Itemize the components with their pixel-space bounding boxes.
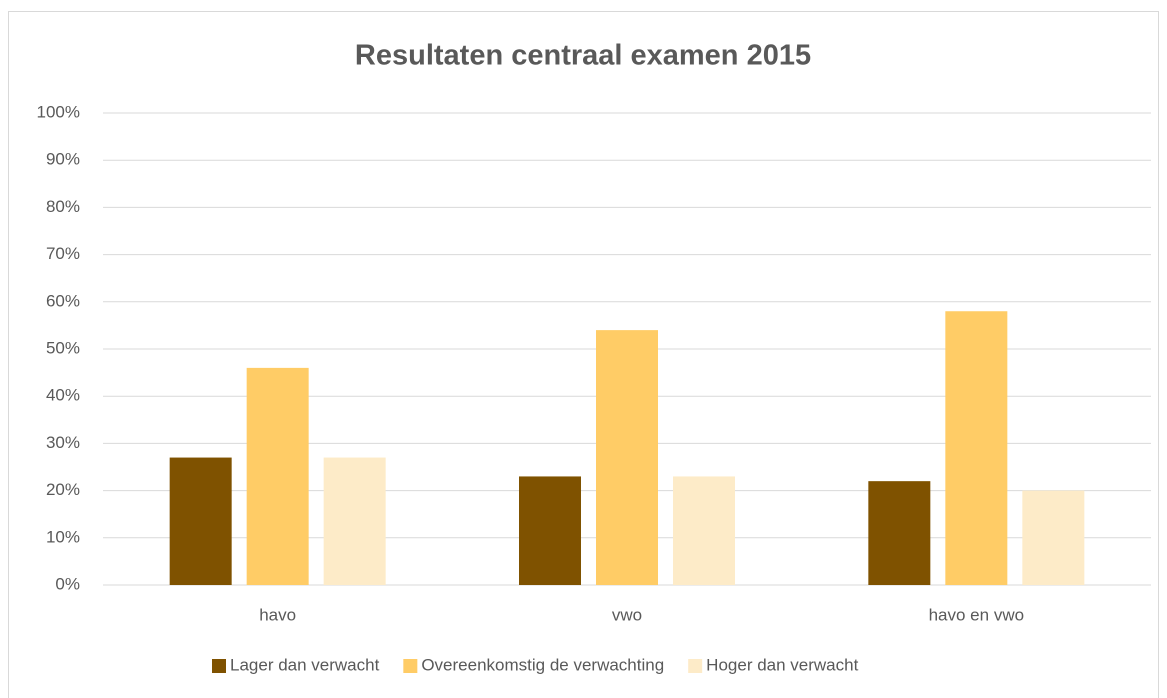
chart-title: Resultaten centraal examen 2015 [355, 40, 811, 72]
legend-swatch [688, 659, 703, 673]
bar [1022, 490, 1085, 585]
legend-label: Hoger dan verwacht [706, 655, 858, 674]
y-tick-label: 80% [46, 197, 80, 216]
legend-label: Lager dan verwacht [230, 655, 380, 674]
y-tick-label: 90% [46, 150, 80, 169]
y-tick-label: 70% [46, 244, 80, 263]
bar [323, 457, 386, 585]
bar [519, 476, 581, 585]
bar [246, 367, 309, 585]
y-tick-label: 30% [46, 433, 80, 452]
bar [945, 311, 1008, 585]
bar [673, 476, 735, 585]
y-tick-label: 20% [46, 480, 80, 499]
y-tick-label: 40% [46, 386, 80, 405]
legend-label: Overeenkomstig de verwachting [421, 655, 664, 674]
bar [169, 457, 232, 585]
x-tick-label: havo [259, 605, 296, 624]
y-tick-label: 100% [37, 102, 80, 121]
bar [868, 481, 931, 585]
y-tick-label: 10% [46, 527, 80, 546]
bar [596, 330, 658, 585]
x-tick-label: havo en vwo [929, 605, 1024, 624]
y-tick-label: 60% [46, 291, 80, 310]
x-tick-label: vwo [612, 605, 642, 624]
y-tick-label: 0% [55, 574, 80, 593]
legend-swatch [212, 659, 226, 673]
y-tick-label: 50% [46, 338, 80, 357]
legend-swatch [403, 659, 418, 673]
